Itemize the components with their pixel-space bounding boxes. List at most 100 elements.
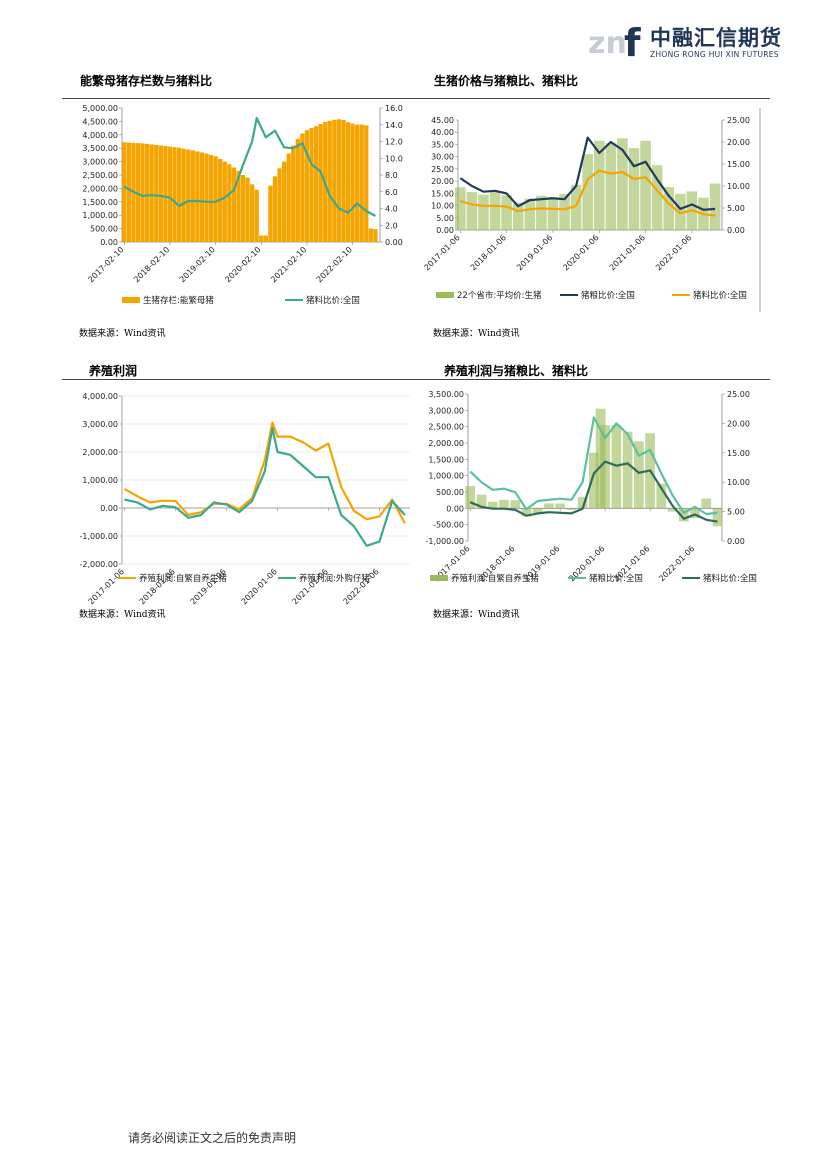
- y-tick-label: 15.00: [431, 189, 454, 198]
- bar: [582, 154, 593, 230]
- x-tick-label: 2018-02-10: [132, 245, 171, 284]
- y-tick-label: 10.00: [431, 202, 454, 211]
- series-line: [124, 427, 406, 547]
- x-tick-label: 2020-02-10: [223, 245, 262, 284]
- bar: [690, 508, 700, 519]
- bar: [476, 494, 487, 509]
- bar: [593, 140, 605, 230]
- y-tick-label: 3,000.00: [428, 406, 464, 415]
- y2-tick-label: 25.00: [727, 390, 750, 399]
- y2-tick-label: 10.0: [385, 154, 403, 163]
- bar: [313, 126, 319, 242]
- bar: [268, 185, 273, 242]
- legend-label: 养殖利润:自繁自养生猪: [451, 573, 539, 584]
- data-source-note: 数据来源：Wind资讯: [79, 610, 166, 620]
- bar: [300, 133, 305, 242]
- y-tick-label: 500.00: [436, 488, 464, 497]
- y2-tick-label: 10.00: [727, 182, 750, 191]
- bar: [663, 187, 675, 230]
- y-tick-label: 1,500.00: [82, 198, 118, 207]
- bar: [455, 187, 466, 230]
- y-tick-label: 30.00: [431, 153, 454, 162]
- x-tick-label: 2018-01-06: [469, 233, 508, 272]
- bar: [144, 143, 150, 242]
- legend-swatch: [430, 575, 448, 581]
- y-tick-label: 2,500.00: [428, 423, 464, 432]
- y-tick-label: 4,000.00: [82, 392, 118, 401]
- y-tick-label: 1,000.00: [82, 211, 118, 220]
- bar: [176, 147, 182, 242]
- bar: [327, 120, 332, 242]
- series-line: [123, 421, 406, 524]
- y-tick-label: 3,500.00: [82, 144, 118, 153]
- bar: [158, 145, 163, 242]
- y2-tick-label: 20.00: [727, 138, 750, 147]
- y-tick-label: 20.00: [431, 177, 454, 186]
- bar: [555, 503, 566, 509]
- legend-label: 养殖利润:自繁自养生猪: [139, 573, 227, 584]
- data-source-note: 数据来源：Wind资讯: [79, 329, 166, 339]
- x-tick-label: 2019-01-06: [189, 567, 228, 606]
- y2-tick-label: 10.00: [727, 478, 750, 487]
- y2-tick-label: 25.00: [727, 116, 750, 125]
- bar: [651, 165, 663, 230]
- legend-label: 猪料比价:全国: [693, 290, 747, 301]
- y2-tick-label: 12.0: [385, 138, 403, 147]
- bar: [345, 122, 351, 242]
- legend-label: 养殖利润:外购仔猪: [299, 573, 370, 584]
- disclaimer-footer: 请务必阅读正文之后的免责声明: [128, 1131, 297, 1145]
- bar: [126, 142, 131, 242]
- logo-english-name: ZHONG RONG HUI XIN FUTURES: [650, 50, 779, 59]
- x-tick-label: 2020-01-06: [240, 567, 279, 606]
- bar: [181, 148, 186, 242]
- chart-title-breeding-profit: 养殖利润: [89, 364, 138, 378]
- y-tick-label: 5.00: [436, 214, 454, 223]
- y-tick-label: 2,000.00: [82, 448, 118, 457]
- bar: [521, 508, 532, 517]
- y2-tick-label: 2.0: [385, 221, 398, 230]
- bar: [272, 176, 278, 242]
- bar: [499, 499, 509, 509]
- y-tick-label: 1,000.00: [428, 472, 464, 481]
- bar: [236, 170, 241, 242]
- bar: [286, 153, 291, 242]
- y-tick-label: 0.00: [100, 238, 118, 247]
- x-tick-label: 2019-02-10: [178, 245, 217, 284]
- y2-tick-label: 15.00: [727, 160, 750, 169]
- y-tick-label: 4,000.00: [82, 131, 118, 140]
- top-divider: [62, 98, 770, 99]
- x-tick-label: 2017-01-06: [87, 567, 126, 606]
- logo-zn: zn: [588, 26, 627, 61]
- y-tick-label: 3,000.00: [82, 420, 118, 429]
- bar: [622, 431, 633, 509]
- bar: [524, 198, 536, 230]
- bar: [245, 177, 250, 242]
- y2-tick-label: 14.0: [385, 121, 403, 130]
- y-tick-label: 1,500.00: [428, 455, 464, 464]
- y-tick-label: 2,000.00: [428, 439, 464, 448]
- bar: [532, 508, 543, 514]
- bar: [140, 143, 145, 242]
- bar: [227, 164, 232, 242]
- bar: [291, 145, 296, 242]
- y-tick-label: 4,500.00: [82, 117, 118, 126]
- bar: [231, 167, 236, 242]
- y2-tick-label: 15.00: [727, 449, 750, 458]
- bar: [656, 483, 667, 509]
- bar: [250, 184, 255, 242]
- y2-tick-label: 16.0: [385, 104, 403, 113]
- y-tick-label: 35.00: [431, 140, 454, 149]
- bar: [373, 229, 378, 242]
- bar: [195, 151, 200, 242]
- bar: [199, 152, 205, 242]
- y-tick-label: -500.00: [433, 521, 464, 530]
- bar: [640, 140, 651, 230]
- bar: [512, 202, 524, 230]
- bar: [605, 143, 617, 230]
- bar: [259, 235, 264, 242]
- y2-tick-label: 6.0: [385, 188, 398, 197]
- bar: [240, 175, 246, 242]
- bar: [204, 153, 209, 242]
- y-tick-label: 3,000.00: [82, 158, 118, 167]
- bar: [709, 183, 721, 230]
